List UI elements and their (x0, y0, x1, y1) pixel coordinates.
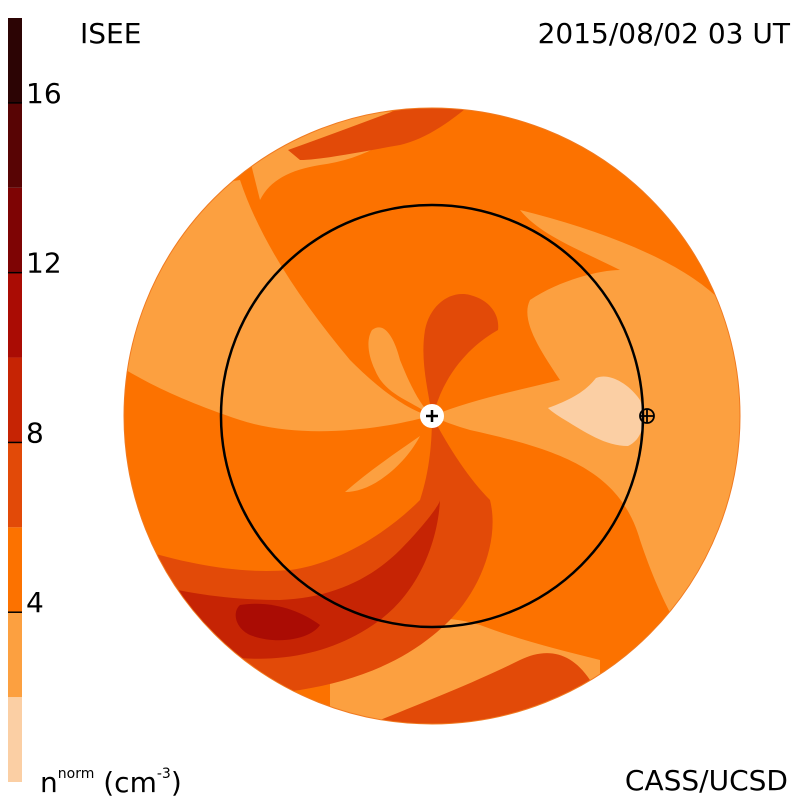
colorbar-level-7 (8, 102, 22, 188)
contour-tongue-sw (345, 436, 420, 492)
colorbar (8, 18, 22, 782)
colorbar-level-1 (8, 612, 22, 698)
colorbar-level-6 (8, 187, 22, 273)
colorbar-level-4 (8, 357, 22, 443)
unit-open: (cm (94, 766, 157, 799)
colorbar-level-2 (8, 527, 22, 613)
colorbar-tick-label: 8 (26, 416, 44, 449)
colorbar-ticks: 4 8 12 16 (8, 77, 62, 619)
colorbar-level-0 (8, 697, 22, 782)
contour-core-sw (235, 603, 320, 641)
unit-sup: norm (58, 766, 95, 782)
sun-icon (420, 404, 444, 428)
contour-high-center (423, 294, 499, 416)
earth-icon (639, 408, 655, 424)
unit-exp: -3 (157, 766, 171, 782)
colorbar-level-3 (8, 442, 22, 528)
disc-outline (123, 107, 741, 725)
contour-lobe-west (124, 180, 430, 432)
contour-min-east (548, 376, 644, 446)
contour-tongue-center (368, 327, 432, 416)
colorbar-level-5 (8, 272, 22, 358)
timestamp-label: 2015/08/02 03 UT (538, 17, 791, 50)
colorbar-tick-label: 16 (26, 77, 62, 110)
density-disc (124, 108, 740, 724)
colorbar-level-8 (8, 18, 22, 103)
colorbar-tick-label: 4 (26, 586, 44, 619)
colorbar-tick-label: 12 (26, 247, 62, 280)
unit-close: ) (171, 766, 182, 799)
unit-label: nnorm (cm-3) (40, 766, 182, 799)
unit-base: n (40, 766, 58, 799)
contour-high-south (380, 653, 590, 724)
credit-label: CASS/UCSD (625, 764, 788, 797)
contour-lobe-east (432, 210, 740, 700)
contour-high-north (288, 108, 470, 160)
source-label: ISEE (80, 17, 141, 50)
